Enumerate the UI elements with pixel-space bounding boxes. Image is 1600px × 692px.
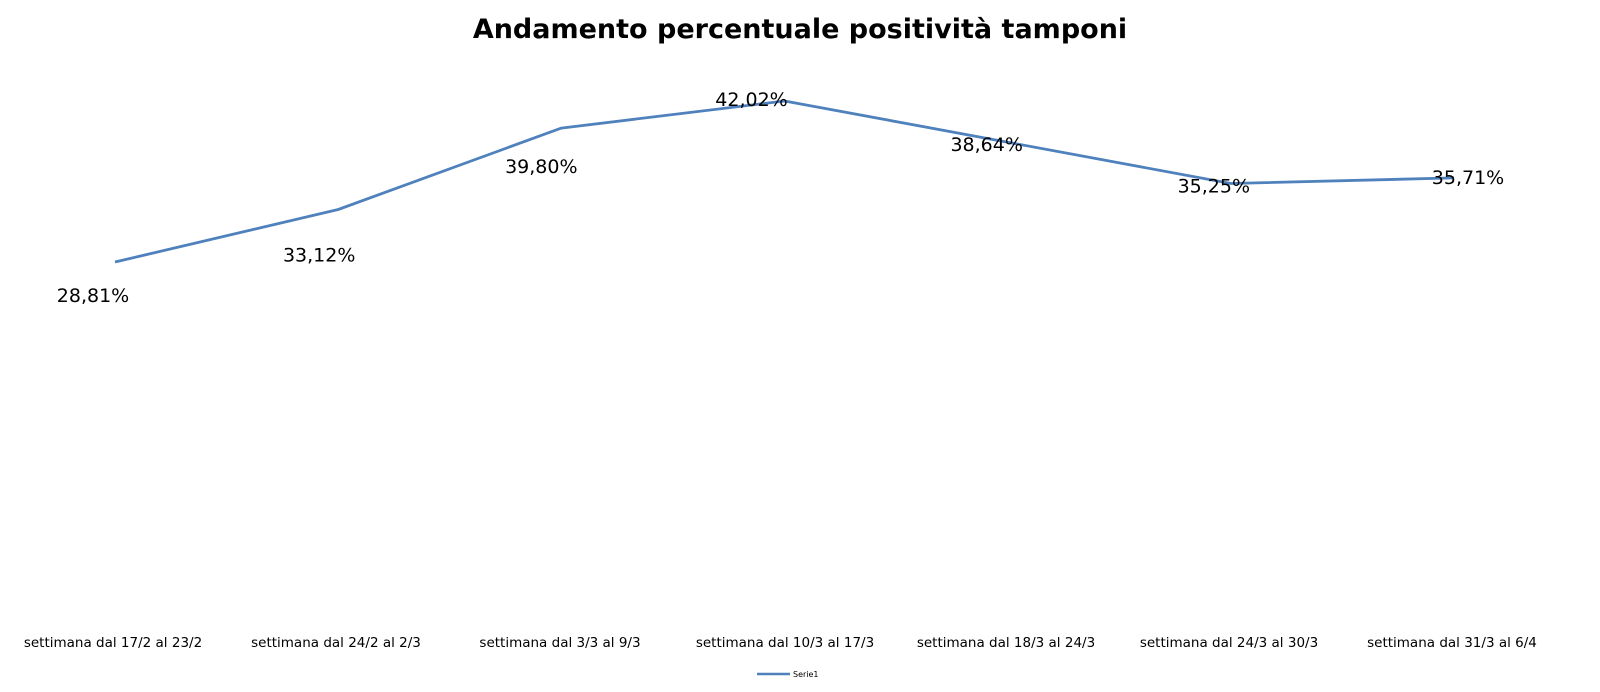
x-tick-label: settimana dal 31/3 al 6/4 — [1367, 635, 1537, 651]
data-label: 38,64% — [950, 134, 1022, 156]
data-label: 35,25% — [1178, 176, 1250, 198]
data-label: 39,80% — [505, 156, 577, 178]
x-tick-label: settimana dal 10/3 al 17/3 — [696, 635, 874, 651]
plot-area: 28,81% 33,12% 39,80% 42,02% 38,64% 35,25% 35,7… — [57, 89, 1504, 307]
legend: Serie1 — [757, 670, 819, 679]
x-tick-label: settimana dal 24/2 al 2/3 — [251, 635, 421, 651]
x-tick-label: settimana dal 18/3 al 24/3 — [917, 635, 1095, 651]
x-axis-tick-labels: settimana dal 17/2 al 23/2 settimana dal … — [24, 635, 1537, 651]
x-tick-label: settimana dal 17/2 al 23/2 — [24, 635, 202, 651]
data-label: 28,81% — [57, 285, 129, 307]
x-tick-label: settimana dal 24/3 al 30/3 — [1140, 635, 1318, 651]
data-label: 35,71% — [1432, 167, 1504, 189]
chart-title: Andamento percentuale positività tamponi — [473, 14, 1127, 45]
legend-label-serie1: Serie1 — [793, 670, 819, 679]
data-label: 33,12% — [283, 244, 355, 266]
data-label: 42,02% — [715, 89, 787, 111]
series-line-serie1 — [114, 99, 1455, 264]
x-tick-label: settimana dal 3/3 al 9/3 — [479, 635, 640, 651]
